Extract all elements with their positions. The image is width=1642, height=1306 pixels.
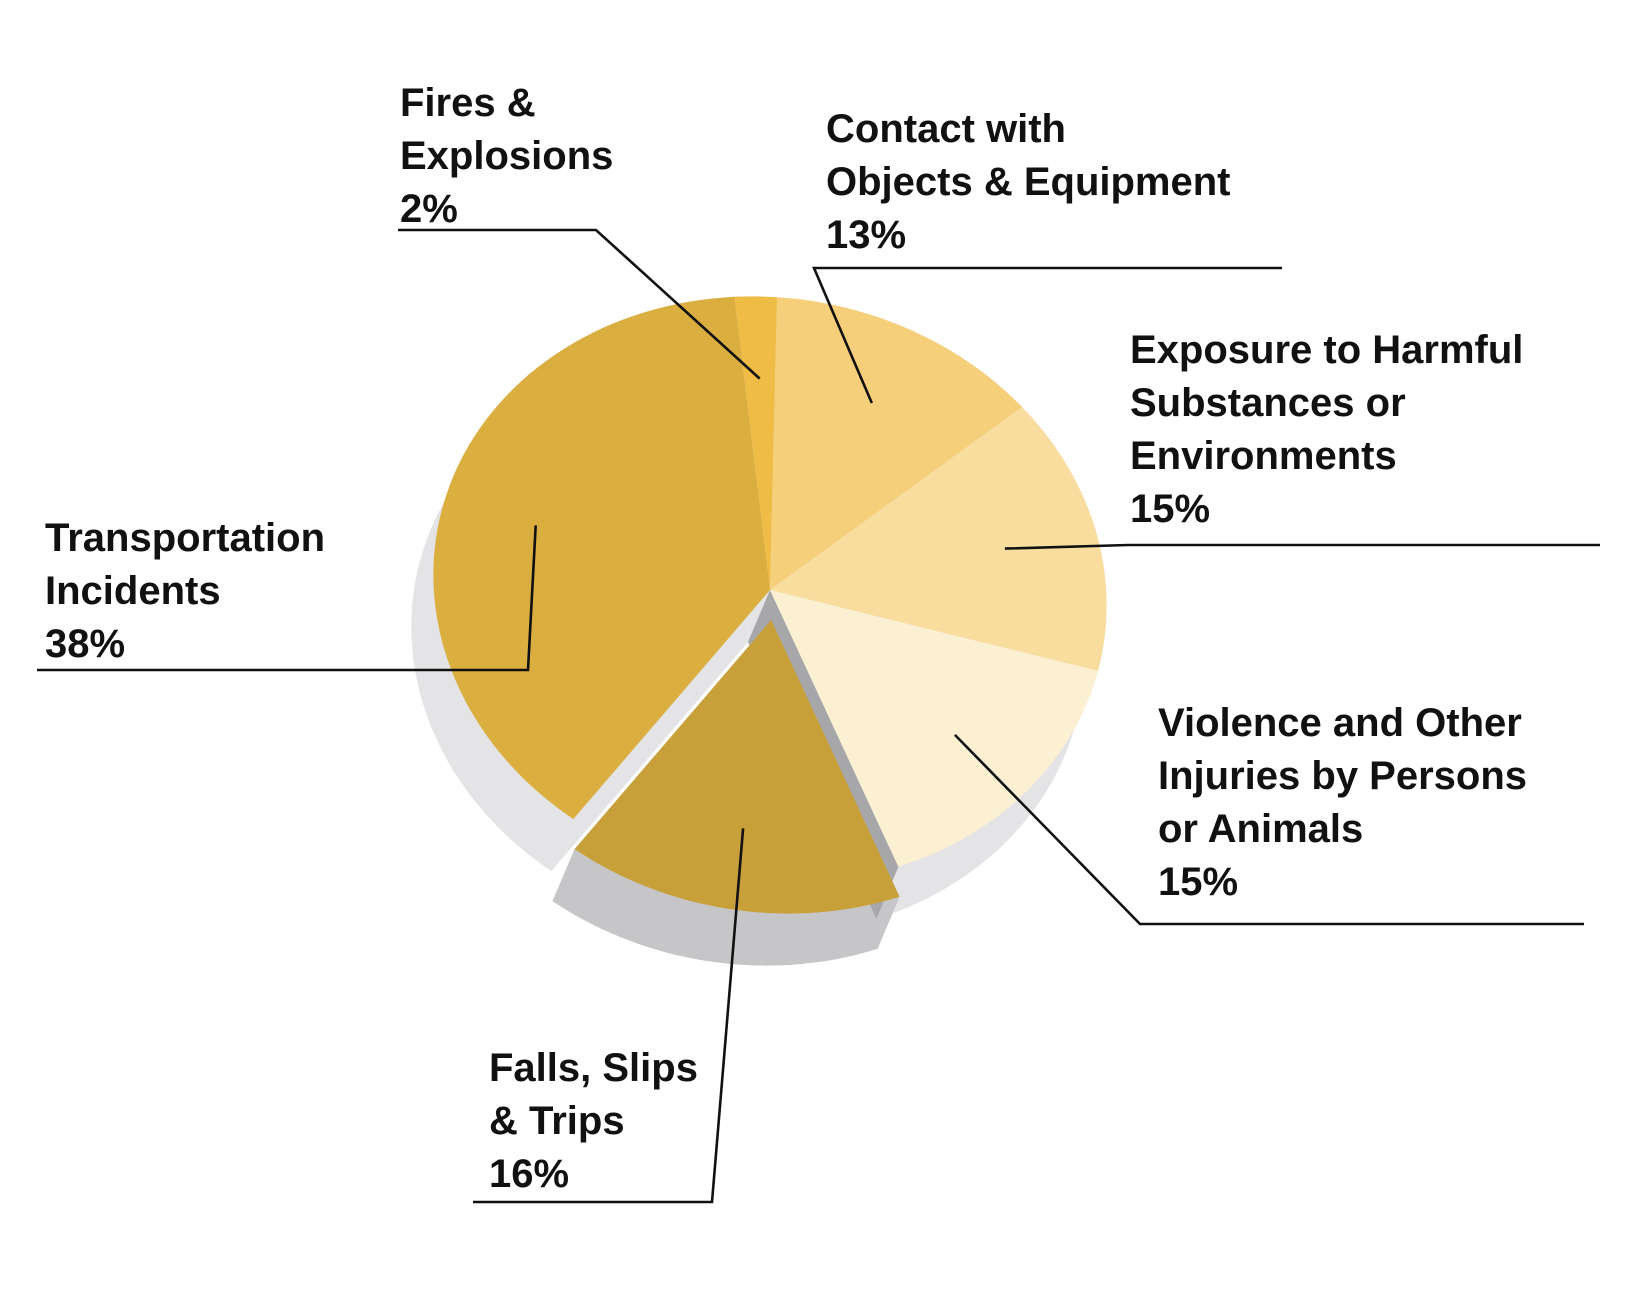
label-violence: Violence and Other Injuries by Persons o…	[1158, 701, 1538, 904]
pie-slice-fires-explosions	[734, 296, 778, 590]
label-contact-objects-line2: Objects & Equipment	[826, 160, 1231, 204]
pct-transportation: 38%	[45, 622, 125, 666]
pie-slice-falls-slips-trips	[574, 620, 900, 914]
label-fires-explosions-line2: Explosions	[400, 134, 613, 178]
label-transportation-line2: Incidents	[45, 569, 221, 613]
pie-slice-exposure-to-harmful-substances-or-environments	[770, 407, 1107, 671]
pie-slice-transportation-incidents	[433, 296, 770, 820]
leader-lines-layer	[37, 228, 1600, 1204]
pie-wall-falls-slips-trips	[552, 849, 900, 966]
pie-slices-layer	[433, 296, 1107, 914]
pie-wall-violence-and-other-injuries-by-persons-or-animals	[876, 670, 1098, 919]
pct-violence: 15%	[1158, 860, 1238, 904]
leader-line-contact-with-objects-equipment	[812, 266, 1282, 404]
label-transportation-line1: Transportation	[45, 516, 325, 560]
leader-line-exposure-to-harmful-substances-or-environments	[1004, 543, 1600, 550]
leader-line-violence-and-other-injuries-by-persons-or-animals	[953, 733, 1584, 926]
pct-falls-slips: 16%	[489, 1152, 569, 1196]
label-exposure-harmful: Exposure to Harmful Substances or Enviro…	[1130, 328, 1535, 531]
label-transportation: Transportation Incidents 38%	[45, 516, 336, 666]
pct-contact-objects: 13%	[826, 213, 906, 257]
label-exposure-harmful-line1: Exposure to Harmful	[1130, 328, 1523, 372]
label-fires-explosions: Fires & Explosions 2%	[400, 81, 625, 231]
pct-exposure-harmful: 15%	[1130, 487, 1210, 531]
leader-line-fires-explosions	[398, 228, 761, 380]
label-exposure-harmful-line3: Environments	[1130, 434, 1397, 478]
label-violence-line2: Injuries by Persons	[1158, 754, 1527, 798]
pie-slice-contact-with-objects-equipment	[770, 297, 1022, 590]
label-violence-line3: or Animals	[1158, 807, 1363, 851]
label-contact-objects-line1: Contact with	[826, 107, 1066, 151]
label-contact-objects: Contact with Objects & Equipment 13%	[826, 107, 1242, 257]
label-falls-slips-line1: Falls, Slips	[489, 1046, 698, 1090]
label-falls-slips-line2: & Trips	[489, 1099, 625, 1143]
leader-line-transportation-incidents	[37, 525, 537, 672]
label-exposure-harmful-line2: Substances or	[1130, 381, 1406, 425]
label-fires-explosions-line1: Fires &	[400, 81, 536, 125]
label-violence-line1: Violence and Other	[1158, 701, 1522, 745]
leader-line-falls-slips-trips	[473, 828, 745, 1204]
pct-fires-explosions: 2%	[400, 187, 458, 231]
label-falls-slips: Falls, Slips & Trips 16%	[489, 1046, 709, 1196]
